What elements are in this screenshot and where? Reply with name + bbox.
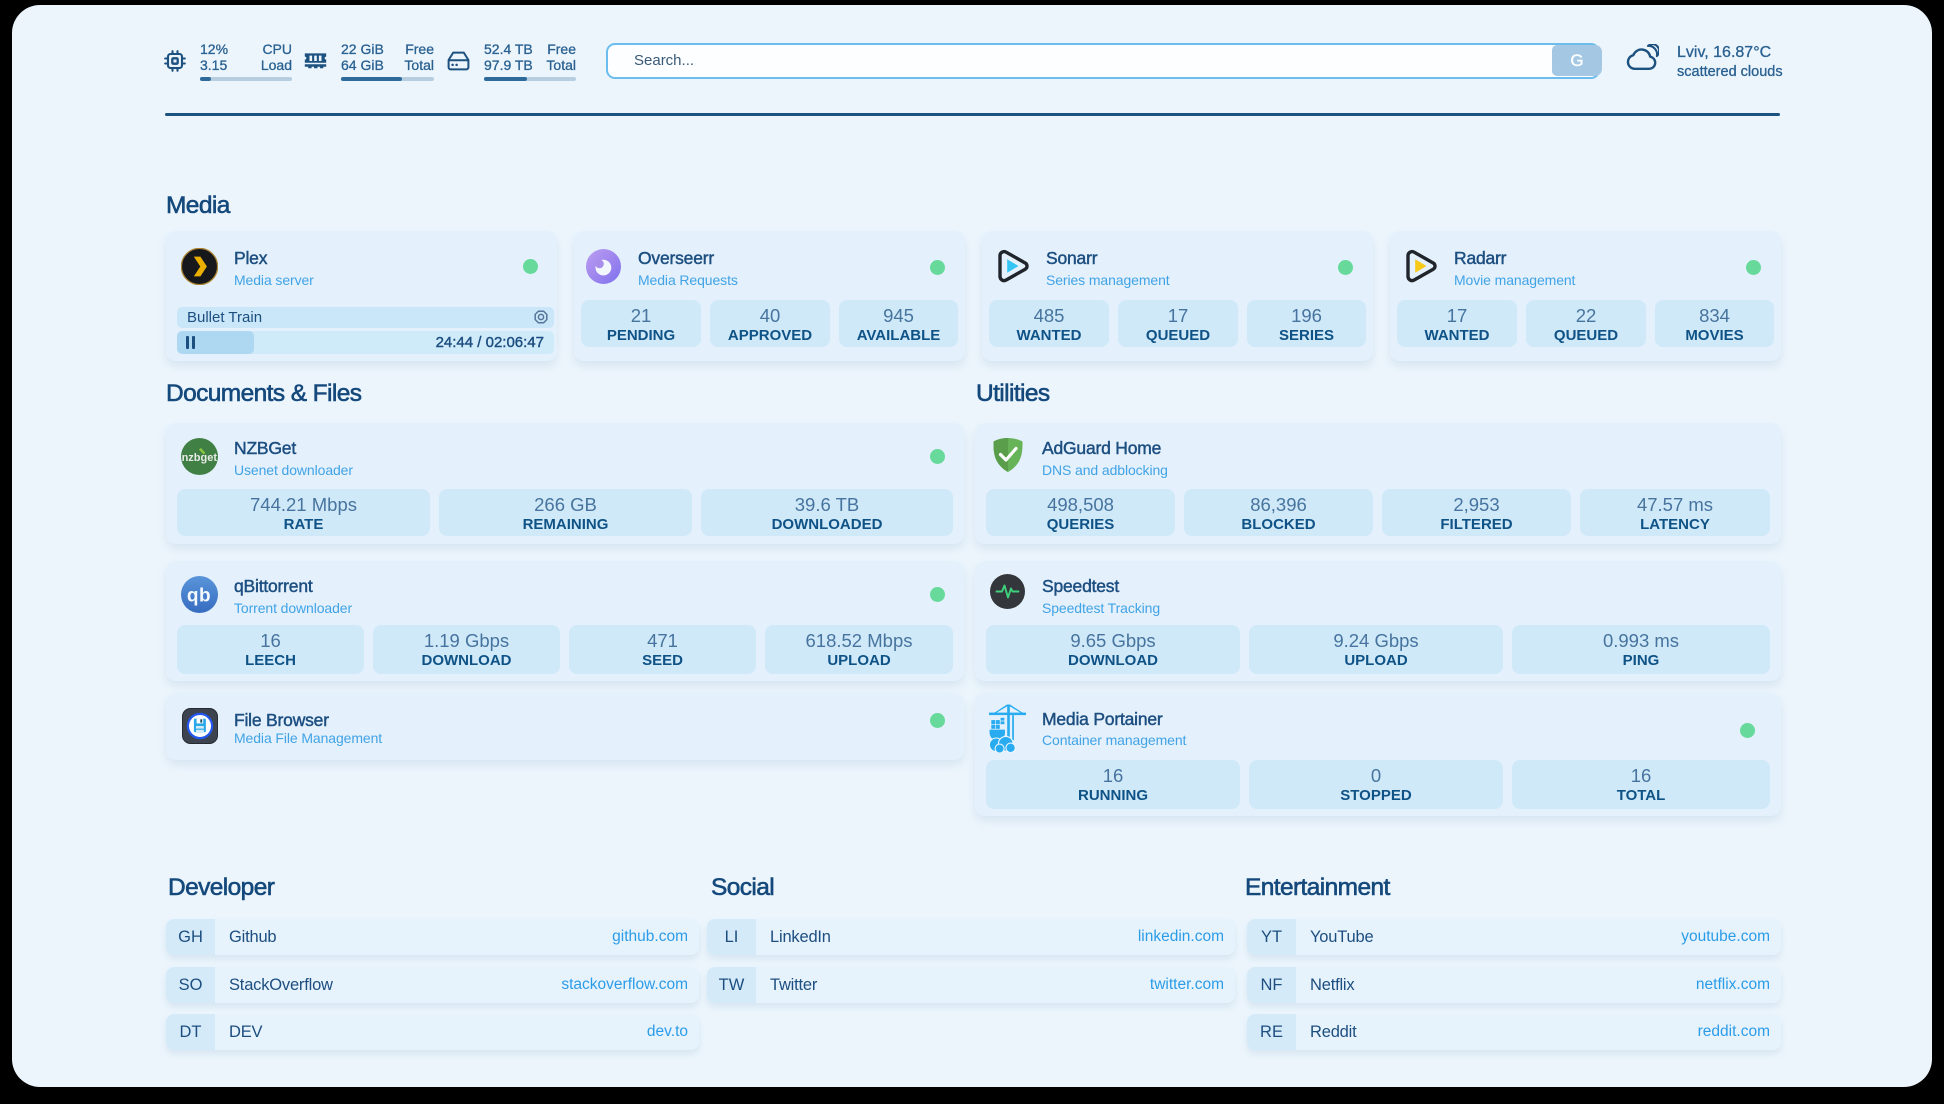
svg-text:nzbget: nzbget [182,452,218,464]
svg-text:qb: qb [187,586,211,607]
